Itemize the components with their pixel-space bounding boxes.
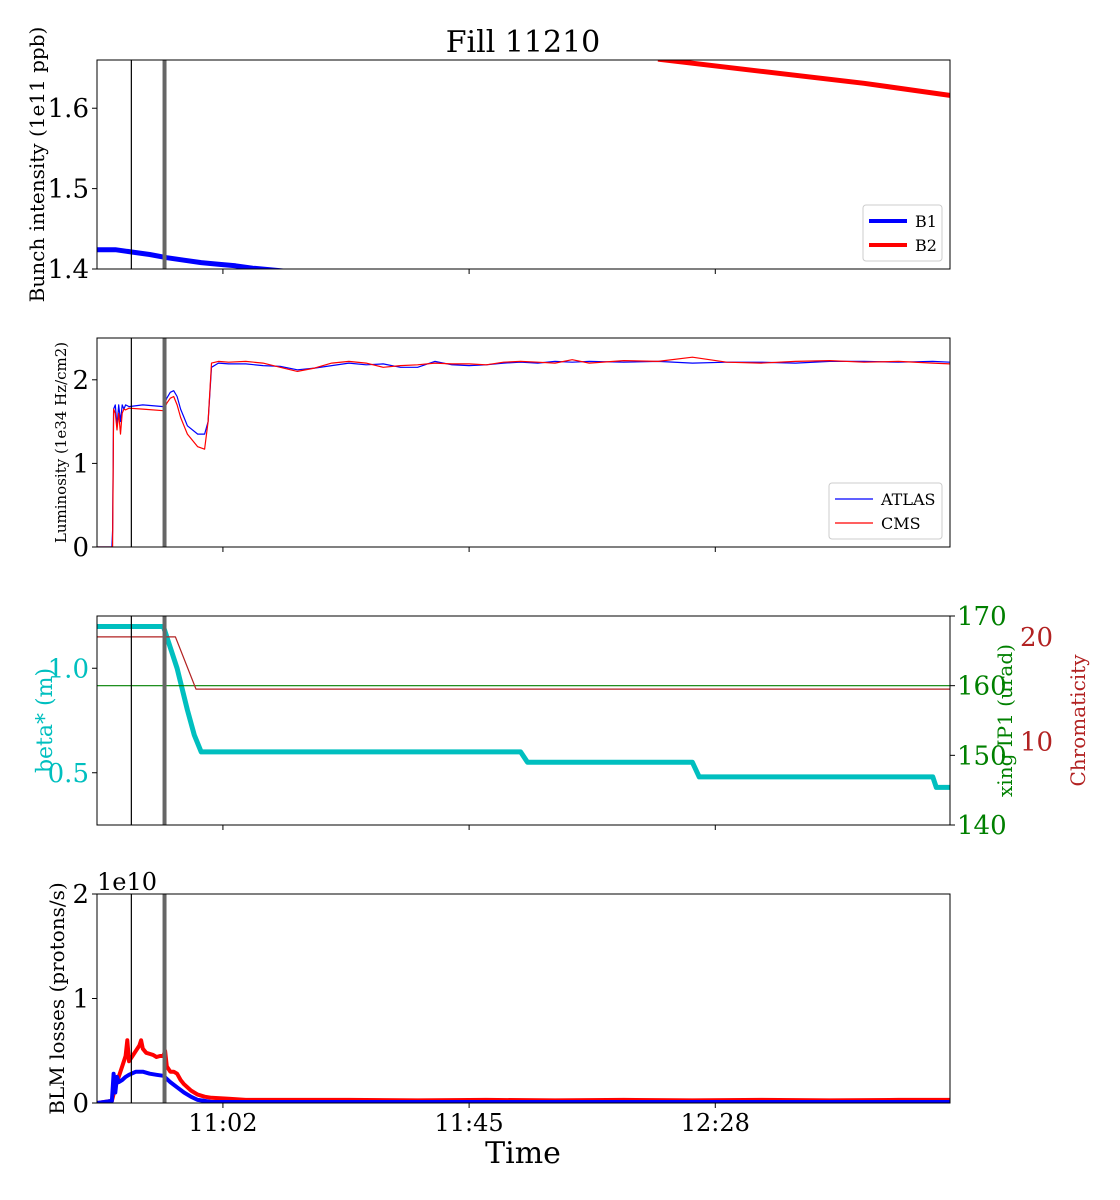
plot-frame — [96, 893, 951, 1104]
y-tick-label: 2 — [72, 880, 89, 910]
y-right-tick-label: 150 — [957, 741, 1007, 771]
y-tick-label: 1.4 — [48, 255, 89, 285]
plot-area — [97, 1038, 950, 1103]
y-axis-label: Bunch intensity (1e11 ppb) — [25, 27, 49, 303]
legend-label: CMS — [881, 514, 921, 533]
series-line-b2 — [657, 60, 950, 98]
x-tick-label: 11:45 — [435, 1109, 504, 1137]
y-right-tick-label: 160 — [957, 672, 1007, 702]
y-tick-label: 1.0 — [48, 654, 89, 684]
y-tick-label: 2 — [72, 366, 89, 396]
plot-frame — [96, 615, 951, 826]
figure-title: Fill 11210 — [446, 25, 601, 60]
legend-label: ATLAS — [880, 490, 936, 509]
y-tick-label: 1.6 — [48, 94, 89, 124]
y-tick-label: 0 — [72, 1089, 89, 1119]
y-offset-label: 1e10 — [97, 868, 157, 896]
y-right2-tick-label: 10 — [1020, 727, 1053, 757]
series-line-b1 — [97, 1069, 950, 1103]
series-line-b2 — [97, 1038, 950, 1103]
x-tick-label: 11:02 — [188, 1109, 257, 1137]
x-tick-label: 12:28 — [681, 1109, 750, 1137]
y-right-axis-label: xing IP1 (urad) — [993, 644, 1017, 797]
series-line-beta- — [97, 624, 950, 790]
y-right-tick-label: 170 — [957, 602, 1007, 632]
y-right-tick-label: 140 — [957, 811, 1007, 841]
y-axis-label: beta* (m) — [33, 668, 58, 773]
legend-label: B2 — [915, 236, 937, 255]
y-tick-label: 0.5 — [48, 759, 89, 789]
legend: ATLAS CMS — [828, 482, 943, 540]
y-tick-label: 1.5 — [48, 175, 89, 205]
y-right2-axis-label: Chromaticity — [1066, 654, 1090, 787]
series-line-chromaticity — [97, 636, 950, 690]
y-tick-label: 0 — [72, 533, 89, 563]
legend-box — [828, 482, 943, 540]
legend-label: B1 — [915, 212, 937, 231]
y-axis-label: Luminosity (1e34 Hz/cm2) — [52, 342, 70, 543]
plot-area — [97, 624, 950, 790]
y-tick-label: 1 — [72, 449, 89, 479]
y-axis-label: BLM losses (protons/s) — [45, 882, 69, 1114]
series-line-cms — [97, 356, 950, 547]
y-tick-label: 1 — [72, 985, 89, 1015]
plot-frame — [96, 59, 951, 270]
x-axis-label: Time — [485, 1136, 561, 1171]
series-line-b1 — [97, 247, 288, 269]
plot-frame — [96, 337, 951, 548]
y-right2-tick-label: 20 — [1020, 623, 1053, 653]
plot-area — [97, 356, 950, 547]
plot-area — [97, 60, 950, 269]
series-line-atlas — [97, 360, 950, 547]
